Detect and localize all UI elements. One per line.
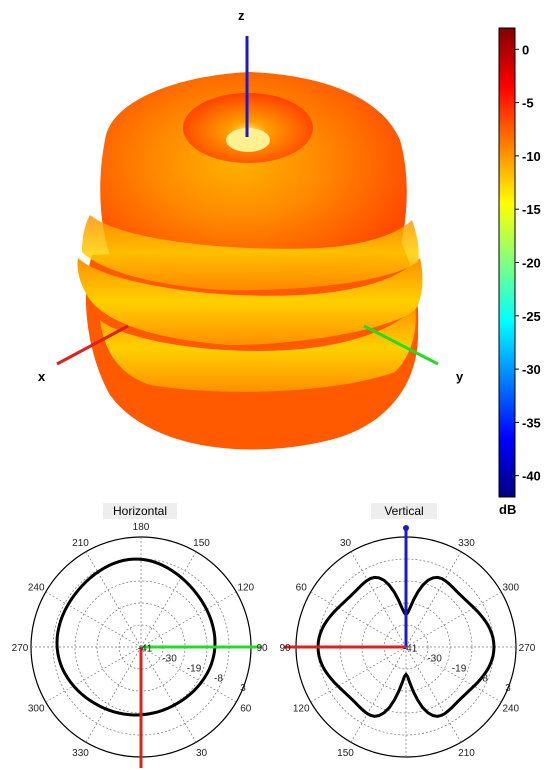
y-axis-line xyxy=(363,324,439,366)
colorbar-tick-label: -25 xyxy=(522,309,541,324)
colorbar-strip xyxy=(498,27,516,498)
pattern-3d xyxy=(77,72,423,450)
vertical-angle-label: 120 xyxy=(293,704,310,715)
vertical-grid-spoke xyxy=(310,591,407,648)
horizontal-title: Horizontal xyxy=(113,504,167,518)
horizontal-title-box xyxy=(103,503,177,519)
horizontal-pattern-trace xyxy=(55,557,217,717)
vertical-ring-label: -8 xyxy=(479,673,488,684)
pattern-band-upper xyxy=(82,215,419,291)
horizontal-angle-label: 90 xyxy=(256,643,268,654)
pattern-top-dimple xyxy=(226,128,270,152)
vertical-angle-label: 210 xyxy=(458,748,475,759)
horizontal-grid-spoke xyxy=(140,591,237,648)
colorbar-tick-label: 0 xyxy=(522,42,529,57)
vertical-ring-label: 3 xyxy=(505,683,511,694)
vertical-angle-label: 60 xyxy=(296,583,308,594)
colorbar: 0 -5 -10 -15 -20 -25 -30 -35 -40 dB xyxy=(498,27,541,517)
vertical-angle-label: 240 xyxy=(502,704,519,715)
horizontal-angle-label: 210 xyxy=(72,538,89,549)
pattern-band-lower xyxy=(100,305,416,392)
horizontal-grid-spoke xyxy=(85,646,142,743)
colorbar-tick-label: -40 xyxy=(522,469,541,484)
colorbar-tick-label: -15 xyxy=(522,202,541,217)
z-axis-label: z xyxy=(238,8,245,23)
horizontal-angle-label: 30 xyxy=(196,748,208,759)
colorbar-tick-label: -35 xyxy=(522,415,541,430)
pattern-band-middle xyxy=(77,258,423,345)
horizontal-angle-label: 180 xyxy=(133,522,150,533)
vertical-angle-label: 270 xyxy=(519,643,536,654)
x-axis-label: x xyxy=(38,369,46,384)
horizontal-angle-label: 120 xyxy=(237,583,254,594)
vertical-ring-label: -19 xyxy=(452,663,467,674)
colorbar-unit-label: dB xyxy=(499,502,516,517)
vertical-angle-label: 150 xyxy=(337,748,354,759)
horizontal-angle-label: 330 xyxy=(72,748,89,759)
horizontal-ring-label: -8 xyxy=(214,673,223,684)
vertical-grid-spoke xyxy=(310,646,407,703)
vertical-angle-label: 300 xyxy=(502,583,519,594)
vertical-title-box xyxy=(371,503,437,519)
x-axis-line xyxy=(56,324,129,366)
vertical-ring-label: -30 xyxy=(427,654,442,665)
vertical-angle-label: 30 xyxy=(340,538,352,549)
horizontal-polar-plot: Horizontal 180 150 120 90 60 30 330 300 270 240 21… xyxy=(12,503,268,768)
colorbar-tick-label: -30 xyxy=(522,362,541,377)
horizontal-angle-label: 60 xyxy=(240,704,252,715)
horizontal-grid-spoke xyxy=(140,551,197,648)
horizontal-ring-label: -30 xyxy=(162,654,177,665)
vertical-angle-label: 330 xyxy=(458,538,475,549)
horizontal-angle-label: 270 xyxy=(12,643,29,654)
vertical-z-axis-tip xyxy=(403,525,409,531)
vertical-grid-spoke xyxy=(405,591,502,648)
horizontal-ring-label: -19 xyxy=(187,663,202,674)
vertical-title: Vertical xyxy=(384,504,423,518)
horizontal-angle-label: 150 xyxy=(193,538,210,549)
horizontal-angle-label: 240 xyxy=(28,583,45,594)
vertical-ring-label: -41 xyxy=(403,644,418,655)
horizontal-grid-spoke xyxy=(45,646,142,703)
horizontal-ring-label: 3 xyxy=(240,683,246,694)
colorbar-tick-label: -10 xyxy=(522,149,541,164)
vertical-angle-label: 90 xyxy=(279,643,291,654)
horizontal-angle-label: 300 xyxy=(28,704,45,715)
colorbar-tick-label: -20 xyxy=(522,256,541,271)
y-axis-label: y xyxy=(456,369,464,384)
horizontal-ring-label: -41 xyxy=(138,644,153,655)
horizontal-grid-spoke xyxy=(85,551,142,648)
pattern-body-upper xyxy=(100,72,407,274)
colorbar-tick-label: -5 xyxy=(522,96,534,111)
